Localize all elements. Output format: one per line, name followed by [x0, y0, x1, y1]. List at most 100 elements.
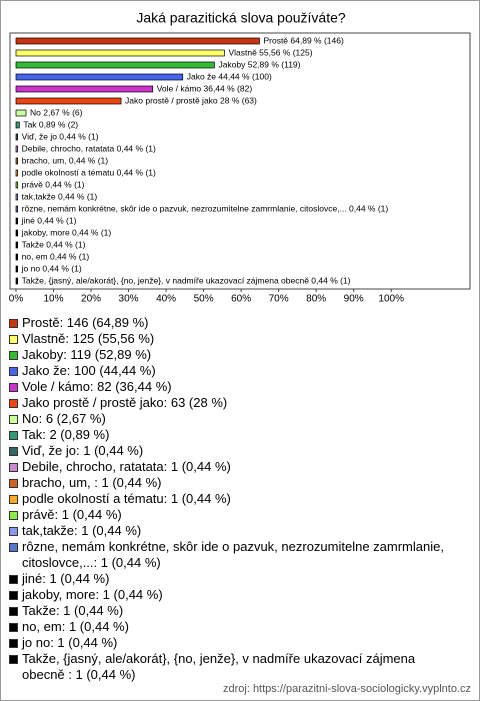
legend-swatch — [9, 447, 18, 456]
legend-item: jiné: 1 (0,44 %) — [9, 571, 454, 587]
legend-item: Prostě: 146 (64,89 %) — [9, 315, 454, 331]
legend-swatch — [9, 511, 18, 520]
bar-label: Jako prostě / prostě jako 28 % (63) — [125, 95, 257, 105]
legend-label: Prostě: 146 (64,89 %) — [22, 315, 149, 330]
legend-label: jo no: 1 (0,44 %) — [22, 635, 118, 650]
bar-label: Prostě 64,89 % (146) — [263, 35, 343, 45]
legend-item: Debile, chrocho, ratatata: 1 (0,44 %) — [9, 459, 454, 475]
x-tick-label: 100% — [378, 294, 404, 305]
legend-item: Vole / kámo: 82 (36,44 %) — [9, 379, 454, 395]
x-tick-label: 60% — [231, 294, 251, 305]
bar-label: Tak 0,89 % (2) — [23, 119, 78, 129]
legend-label: Takže, {jasný, ale/akorát}, {no, jenže},… — [22, 651, 416, 682]
bar-label: jiné 0,44 % (1) — [21, 215, 77, 225]
legend-label: rôzne, nemám konkrétne, skôr ide o pazvu… — [22, 539, 444, 570]
legend-label: no, em: 1 (0,44 %) — [22, 619, 129, 634]
plot: Jaká parazitická slova používáte? 0% 10% 2… — [9, 10, 471, 305]
bar — [15, 181, 19, 189]
legend-label: jiné: 1 (0,44 %) — [22, 571, 110, 586]
legend-item: jo no: 1 (0,44 %) — [9, 635, 454, 651]
bar — [15, 109, 27, 117]
legend-swatch — [9, 607, 18, 616]
bar-label: bracho, um, 0,44 % (1) — [22, 155, 109, 165]
legend-item: Takže: 1 (0,44 %) — [9, 603, 454, 619]
legend-swatch — [9, 575, 18, 584]
legend-label: právě: 1 (0,44 %) — [22, 507, 122, 522]
legend-swatch — [9, 415, 18, 424]
bar-label: Jako že 44,44 % (100) — [187, 71, 272, 81]
legend-swatch — [9, 527, 18, 536]
bar — [15, 37, 260, 45]
x-tick-label: 90% — [344, 294, 364, 305]
legend-swatch — [9, 463, 18, 472]
legend-label: tak,takže: 1 (0,44 %) — [22, 523, 142, 538]
legend-item: rôzne, nemám konkrétne, skôr ide o pazvu… — [9, 539, 454, 571]
source: zdroj: https://parazitni-slova-sociologi… — [222, 683, 471, 695]
bar-label: podle okolností a tématu 0,44 % (1) — [22, 167, 156, 177]
chart-title: Jaká parazitická slova používáte? — [136, 10, 346, 26]
legend-swatch — [9, 655, 18, 664]
legend-label: Vlastně: 125 (55,56 %) — [22, 331, 155, 346]
bar — [15, 97, 122, 105]
bar — [15, 169, 19, 177]
legend-swatch — [9, 351, 18, 360]
legend-item: Viď, že jo: 1 (0,44 %) — [9, 443, 454, 459]
x-tick-label: 70% — [269, 294, 289, 305]
bar-label: Viď, že jo 0,44 % (1) — [22, 131, 99, 141]
legend-label: Tak: 2 (0,89 %) — [22, 427, 110, 442]
legend-label: Vole / kámo: 82 (36,44 %) — [22, 379, 172, 394]
bar-label: jakoby, more 0,44 % (1) — [21, 227, 112, 237]
bar — [15, 229, 19, 237]
legend-item: No: 6 (2,67 %) — [9, 411, 454, 427]
bar — [15, 253, 19, 261]
plot-frame — [9, 32, 471, 290]
bar — [15, 205, 19, 213]
bar-label: No 2,67 % (6) — [30, 107, 83, 117]
x-tick-label: 40% — [156, 294, 176, 305]
legend-item: právě: 1 (0,44 %) — [9, 507, 454, 523]
legend-label: Debile, chrocho, ratatata: 1 (0,44 %) — [22, 459, 231, 474]
bar — [15, 145, 19, 153]
legend-item: Vlastně: 125 (55,56 %) — [9, 331, 454, 347]
bar-label: Takže 0,44 % (1) — [22, 239, 86, 249]
legend-swatch — [9, 399, 18, 408]
x-tick-label: 80% — [306, 294, 326, 305]
x-tick-label: 30% — [119, 294, 139, 305]
bar-label: Jakoby 52,89 % (119) — [218, 59, 300, 69]
legend-swatch — [9, 367, 18, 376]
legend-swatch — [9, 623, 18, 632]
bar — [15, 61, 215, 69]
legend-swatch — [9, 591, 18, 600]
legend-item: jakoby, more: 1 (0,44 %) — [9, 587, 454, 603]
legend-item: Jako že: 100 (44,44 %) — [9, 363, 454, 379]
bar — [15, 241, 19, 249]
bar — [15, 133, 19, 141]
legend-item: bracho, um, : 1 (0,44 %) — [9, 475, 454, 491]
legend-item: Jako prostě / prostě jako: 63 (28 %) — [9, 395, 454, 411]
bar — [15, 217, 19, 225]
legend-label: Viď, že jo: 1 (0,44 %) — [22, 443, 144, 458]
legend-swatch — [9, 479, 18, 488]
bar-label: Vlastně 55,56 % (125) — [228, 47, 312, 57]
legend-item: podle okolností a tématu: 1 (0,44 %) — [9, 491, 454, 507]
bar — [15, 193, 19, 201]
legend-item: tak,takže: 1 (0,44 %) — [9, 523, 454, 539]
bar-label: jo no 0,44 % (1) — [21, 263, 82, 273]
legend-swatch — [9, 319, 18, 328]
bar-label: tak,takže 0,44 % (1) — [22, 191, 98, 201]
bar — [15, 265, 19, 273]
legend-label: jakoby, more: 1 (0,44 %) — [22, 587, 163, 602]
legend-item: Takže, {jasný, ale/akorát}, {no, jenže},… — [9, 651, 454, 683]
bar — [15, 121, 20, 129]
bar-label: Takže, {jasný, ale/akorát}, {no, jenže},… — [22, 275, 351, 285]
bar-label: právě 0,44 % (1) — [22, 179, 85, 189]
legend-item: Jakoby: 119 (52,89 %) — [9, 347, 454, 363]
bar-label: Vole / kámo 36,44 % (82) — [157, 83, 253, 93]
legend-swatch — [9, 543, 18, 552]
bar — [15, 49, 225, 57]
legend-label: Jako že: 100 (44,44 %) — [22, 363, 156, 378]
bar-label: Debile, chrocho, ratatata 0,44 % (1) — [22, 143, 156, 153]
legend-label: No: 6 (2,67 %) — [22, 411, 106, 426]
bar — [15, 73, 184, 81]
x-tick-label: 10% — [44, 294, 64, 305]
